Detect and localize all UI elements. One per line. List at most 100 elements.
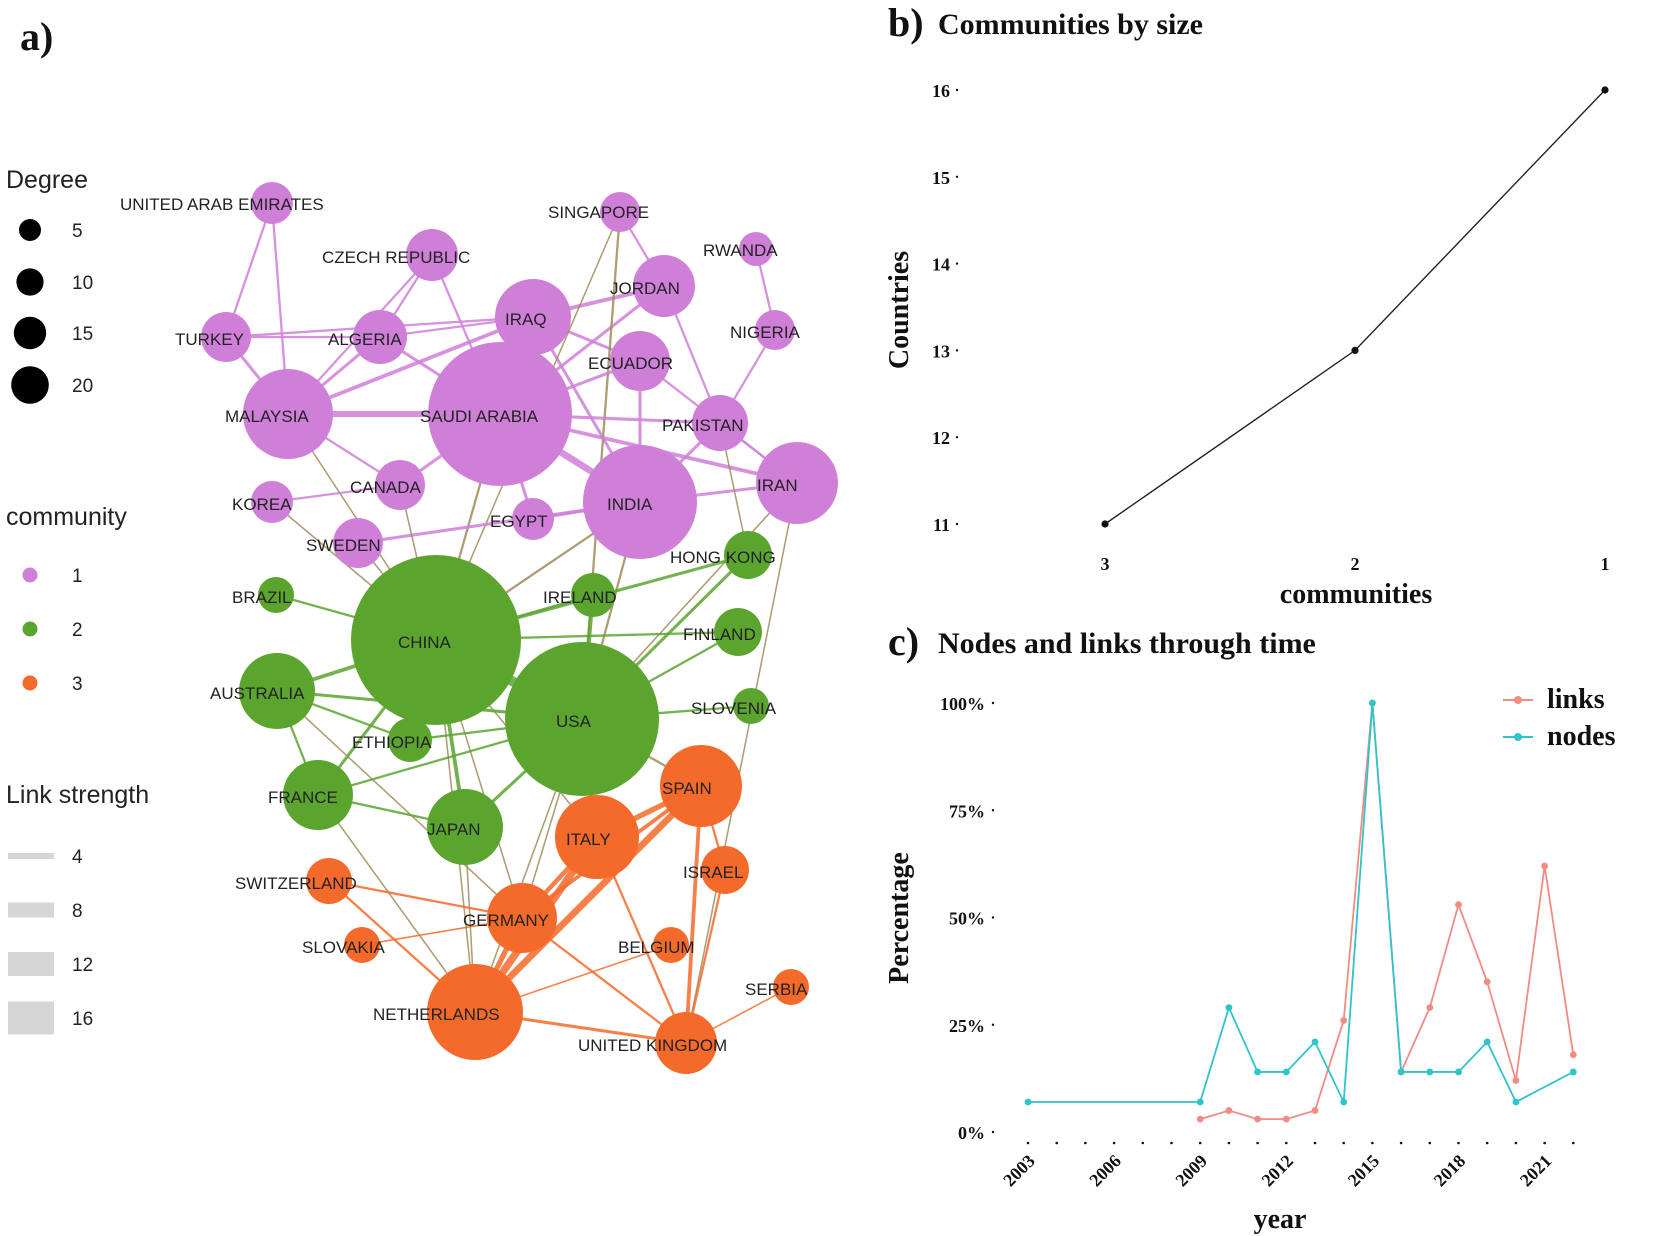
network-graph: UNITED ARAB EMIRATES SINGAPORE RWANDA CZECH… (120, 182, 838, 1074)
node-label-brazil: BRAZIL (232, 588, 292, 607)
b-ytick-mark-13 (955, 349, 959, 352)
node-italy (555, 795, 639, 879)
c-ytick-0: 0% (958, 1123, 985, 1143)
b-point-1 (1601, 86, 1609, 94)
c-point-nodes-2015 (1369, 699, 1376, 707)
node-label-finland: FINLAND (683, 625, 756, 644)
link-strength-legend-label-8: 8 (72, 901, 83, 922)
node-label-united-kingdom: UNITED KINGDOM (578, 1036, 727, 1055)
c-xtick-mark-2009 (1198, 1141, 1202, 1145)
c-point-links-2014 (1340, 1017, 1348, 1024)
node-rwanda (739, 232, 773, 266)
b-ytick-14: 14 (932, 255, 950, 275)
link-spain-united-kingdom (684, 785, 703, 1044)
node-australia (239, 653, 315, 729)
node-usa (505, 642, 659, 796)
link-australia-germany (276, 690, 523, 919)
degree-legend-title: Degree (6, 166, 88, 194)
communities-by-size-chart: 11 12 13 14 15 16 3 2 1 (932, 81, 1610, 574)
c-ytick-25: 25% (949, 1016, 985, 1036)
c-xtick-mark-2021 (1543, 1141, 1546, 1145)
node-sweden (333, 518, 383, 568)
panel-c-xlabel: year (1254, 1204, 1307, 1235)
node-label-germany: GERMANY (463, 911, 549, 930)
c-ytick-mark-2 (991, 916, 995, 919)
community-legend-dot-3 (22, 675, 38, 691)
degree-legend-dot-15 (13, 316, 47, 350)
node-korea (251, 481, 293, 523)
b-ytick-15: 15 (932, 168, 950, 188)
node-label-nigeria: NIGERIA (730, 323, 801, 342)
panel-b-xlabel: communities (1280, 579, 1433, 610)
c-point-links-2021 (1541, 862, 1548, 870)
b-xtick-2: 2 (1351, 554, 1360, 574)
c-xtick-mark-2020 (1514, 1141, 1518, 1145)
node-label-netherlands: NETHERLANDS (373, 1005, 500, 1024)
c-ytick-mark-3 (991, 809, 995, 812)
panel-b-ylabel: Countries (884, 251, 915, 369)
c-xtick-mark-2003 (1026, 1141, 1030, 1145)
link-spain-netherlands (472, 783, 704, 1015)
c-point-links-2017 (1426, 1004, 1434, 1011)
link-strength-legend-bar-12 (8, 952, 54, 976)
node-label-iran: IRAN (757, 476, 798, 495)
c-point-nodes-2013 (1311, 1038, 1319, 1046)
c-point-links-2011 (1254, 1115, 1261, 1123)
b-ytick-mark-12 (955, 436, 959, 439)
c-xtick-2006: 2006 (1085, 1151, 1125, 1191)
c-ytick-mark-4 (991, 701, 995, 705)
c-xtick-mark-2011 (1256, 1141, 1259, 1145)
node-label-india: INDIA (607, 495, 653, 514)
node-china (351, 555, 521, 725)
c-xtick-2009: 2009 (1171, 1151, 1211, 1191)
node-label-spain: SPAIN (662, 779, 712, 798)
c-xtick-2003: 2003 (999, 1151, 1039, 1191)
c-xtick-mark-2022 (1572, 1141, 1575, 1145)
node-israel (701, 846, 749, 894)
c-xtick-mark-2013 (1313, 1141, 1317, 1145)
node-algeria (353, 310, 407, 364)
c-legend-key-dot-nodes (1514, 733, 1522, 741)
degree-legend-dot-5 (19, 219, 41, 241)
c-point-links-2018 (1455, 901, 1462, 909)
node-slovenia (733, 688, 769, 724)
b-point-3 (1101, 520, 1109, 528)
panel-b-title: Communities by size (938, 8, 1203, 41)
panel-c-ylabel: Percentage (884, 852, 915, 984)
c-xtick-mark-2007 (1141, 1141, 1145, 1145)
node-turkey (201, 312, 251, 362)
node-label-korea: KOREA (232, 495, 292, 514)
community-legend-label-2: 2 (72, 620, 83, 641)
node-slovakia (344, 927, 380, 963)
panel-c-title: Nodes and links through time (938, 627, 1316, 660)
node-netherlands (427, 964, 523, 1060)
c-point-links-2019 (1483, 978, 1491, 986)
c-point-nodes-2019 (1483, 1038, 1491, 1046)
c-xtick-2015: 2015 (1344, 1151, 1384, 1191)
nodes-links-time-chart: 0% 25% 50% 75% 100% 2003 2006 2009 2012 2015 2018 2… (940, 684, 1616, 1190)
link-strength-legend-label-12: 12 (72, 955, 93, 976)
c-point-nodes-2012 (1282, 1068, 1290, 1076)
node-czech-republic (406, 229, 458, 281)
link-strength-legend-bar-4 (8, 853, 54, 859)
c-xtick-mark-2017 (1428, 1141, 1432, 1145)
b-ytick-11: 11 (933, 515, 950, 535)
b-ytick-mark-16 (955, 88, 959, 92)
node-label-france: FRANCE (268, 788, 338, 807)
node-jordan (633, 255, 695, 317)
node-label-china: CHINA (398, 633, 452, 652)
node-japan (427, 789, 503, 865)
community-legend-dot-2 (22, 621, 38, 637)
c-point-nodes-2014 (1340, 1098, 1348, 1106)
link-strength-legend-label-4: 4 (72, 847, 83, 868)
node-ireland (571, 573, 615, 617)
c-legend-key-dot-links (1514, 696, 1522, 704)
community-legend-title: community (6, 503, 127, 531)
c-ytick-50: 50% (949, 909, 985, 929)
node-label-usa: USA (556, 712, 592, 731)
node-serbia (773, 969, 809, 1005)
c-series-line-nodes (1028, 702, 1574, 1106)
node-label-pakistan: PAKISTAN (662, 416, 744, 435)
community-legend-dot-1 (22, 567, 38, 583)
